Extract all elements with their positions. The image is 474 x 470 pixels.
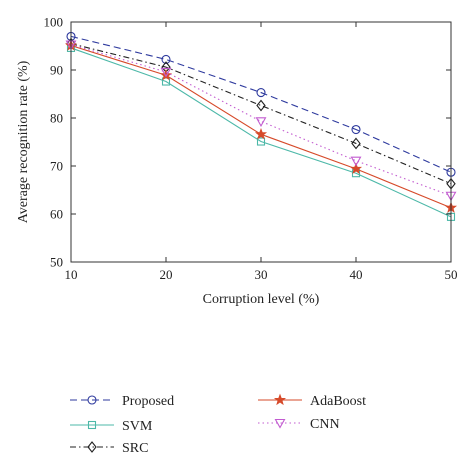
- series-proposed: [66, 31, 456, 177]
- legend-label: CNN: [310, 417, 340, 432]
- data-point: [256, 88, 266, 98]
- series-cnn: [65, 40, 457, 202]
- data-point: [350, 156, 362, 167]
- y-tick-label: 50: [50, 255, 63, 270]
- x-tick-label: 40: [350, 267, 363, 282]
- data-point: [87, 441, 97, 453]
- data-point: [349, 162, 363, 175]
- x-tick-label: 20: [160, 267, 173, 282]
- series-src: [66, 37, 456, 190]
- y-tick-label: 80: [50, 111, 63, 126]
- data-point: [161, 77, 171, 86]
- legend-item-svm: SVM: [70, 419, 153, 434]
- legend-item-cnn: CNN: [258, 417, 340, 432]
- x-tick-label: 50: [445, 267, 458, 282]
- legend-label: Proposed: [122, 394, 174, 409]
- legend-item-proposed: Proposed: [70, 394, 174, 409]
- data-point: [255, 117, 267, 127]
- data-point: [256, 99, 266, 112]
- series-line: [70, 43, 452, 185]
- data-point: [87, 395, 97, 405]
- data-point: [351, 124, 361, 135]
- y-tick-label: 60: [50, 207, 63, 222]
- data-point: [254, 127, 268, 140]
- x-tick-label: 10: [65, 267, 78, 282]
- legend-label: AdaBoost: [310, 394, 366, 409]
- y-tick-label: 90: [50, 63, 63, 78]
- legend: Proposed SVM SRC AdaBoost CNN: [70, 393, 366, 456]
- legend-item-src: SRC: [70, 441, 148, 456]
- ticks-layer: 10 20 30 40 50 50 60 70 80 90 100: [44, 15, 458, 283]
- series-line: [70, 47, 452, 218]
- y-tick-label: 100: [44, 15, 64, 30]
- data-point: [273, 393, 287, 406]
- legend-label: SVM: [122, 419, 153, 434]
- data-point: [274, 418, 286, 429]
- series-line: [70, 44, 452, 197]
- legend-item-adaboost: AdaBoost: [258, 393, 366, 409]
- data-point: [256, 137, 266, 146]
- series-layer: [64, 31, 458, 221]
- data-point: [87, 420, 97, 430]
- x-tick-label: 30: [255, 267, 268, 282]
- series-line: [70, 35, 452, 173]
- y-tick-label: 70: [50, 159, 63, 174]
- y-axis-title: Average recognition rate (%): [16, 60, 31, 223]
- data-point: [160, 67, 172, 78]
- data-point: [351, 137, 361, 150]
- data-point: [159, 68, 173, 81]
- legend-label: SRC: [122, 441, 148, 456]
- x-axis-title: Corruption level (%): [203, 292, 320, 307]
- data-point: [161, 54, 171, 64]
